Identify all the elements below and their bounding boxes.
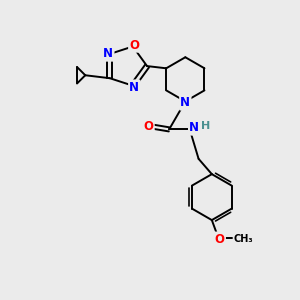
Text: CH₃: CH₃ (234, 234, 253, 244)
Text: N: N (103, 47, 113, 61)
Text: O: O (215, 233, 225, 246)
Text: N: N (180, 96, 190, 110)
Text: O: O (129, 38, 139, 52)
Text: O: O (143, 120, 154, 133)
Text: H: H (201, 121, 210, 131)
Text: N: N (129, 81, 139, 94)
Text: N: N (189, 122, 199, 134)
